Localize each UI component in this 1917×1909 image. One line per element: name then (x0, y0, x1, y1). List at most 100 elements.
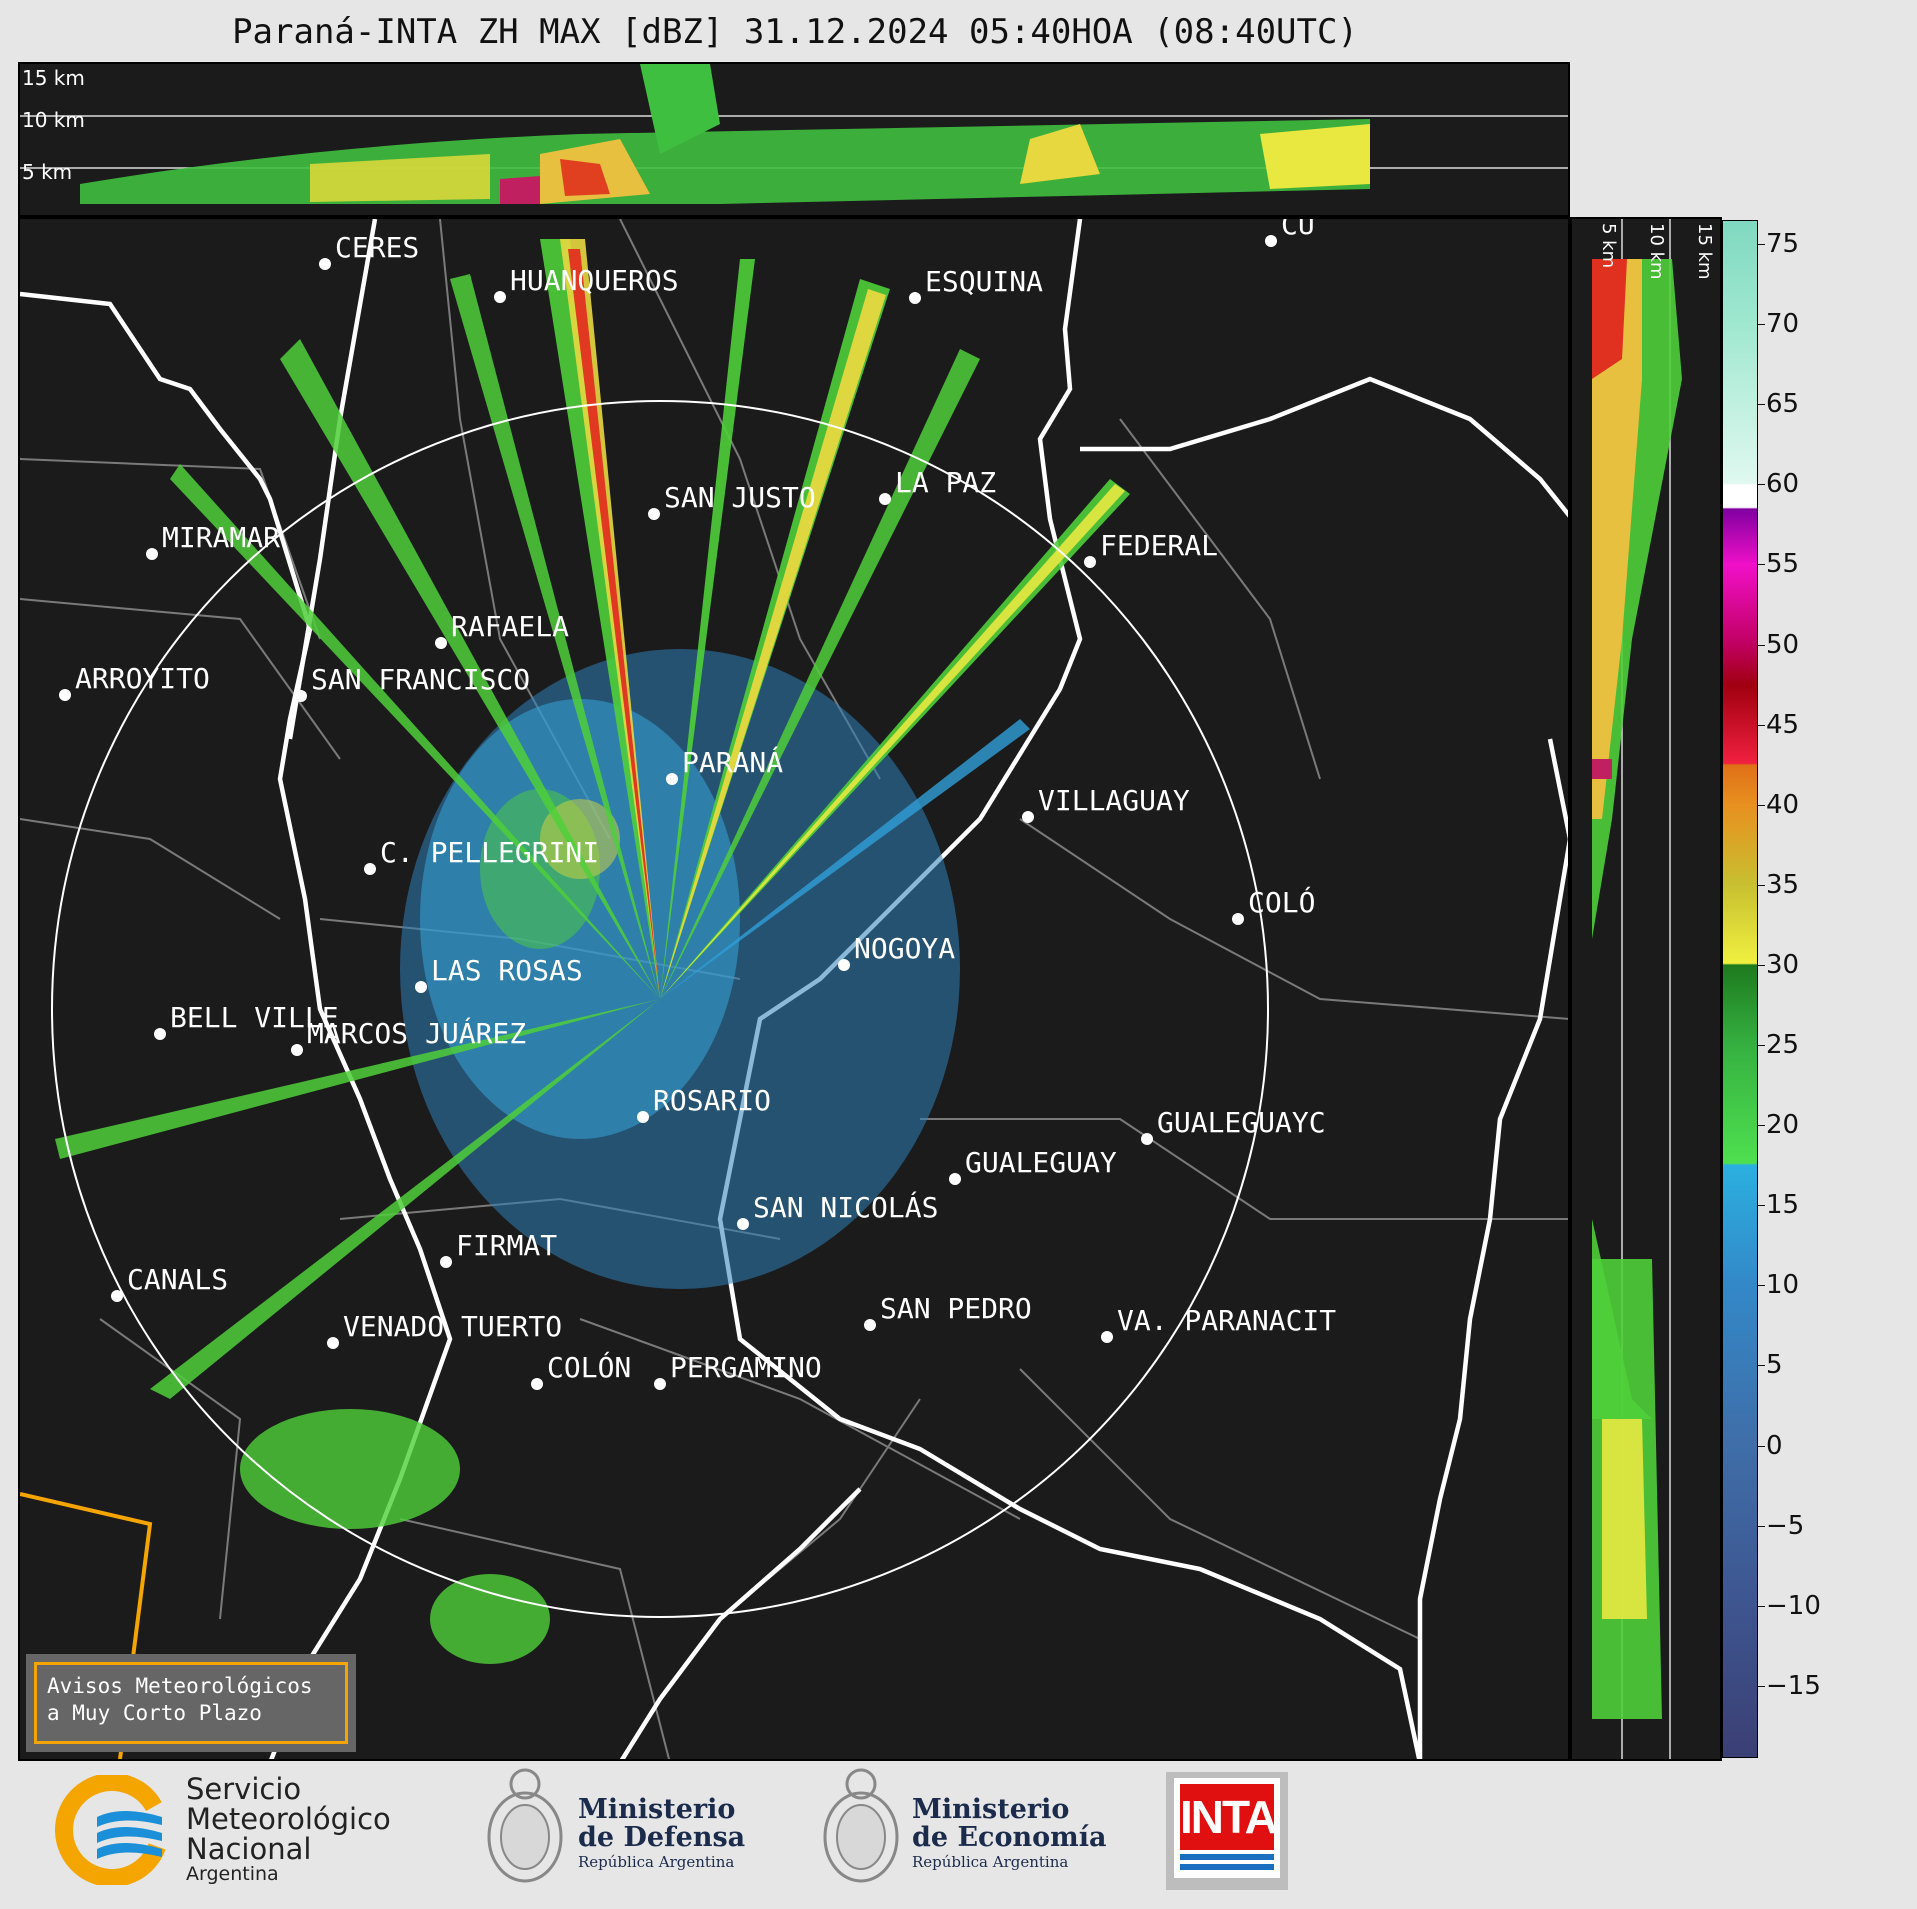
colorbar-tick-label: 0 (1766, 1430, 1783, 1461)
colorbar-tick-label: 10 (1766, 1270, 1800, 1301)
smn-line3: Nacional (186, 1832, 312, 1866)
colorbar-tickmark (1758, 644, 1765, 646)
smn-line1: Servicio (186, 1772, 302, 1806)
city-marker (154, 1028, 166, 1040)
city-label: SAN FRANCISCO (311, 663, 531, 696)
colorbar-tickmark (1758, 564, 1765, 566)
smn-line2: Meteorológico (186, 1802, 391, 1836)
city-label: LA PAZ (895, 466, 997, 499)
city-marker (146, 548, 158, 560)
city-marker (1232, 913, 1244, 925)
colorbar-tickmark (1758, 244, 1765, 246)
alert-box-inner: Avisos Meteorológicos a Muy Corto Plazo (34, 1662, 348, 1744)
colorbar-tick-label: 65 (1766, 389, 1800, 420)
side-alt-label-5km: 5 km (1598, 223, 1619, 269)
colorbar-tick-label: 35 (1766, 869, 1800, 900)
side-cross-section: 5 km 10 km 15 km (1570, 217, 1722, 1761)
colorbar-tickmark (1758, 964, 1765, 966)
colorbar-tickmark (1758, 484, 1765, 486)
economia-line3: República Argentina (912, 1853, 1069, 1871)
colorbar-tickmark (1758, 1445, 1765, 1447)
city-label: CU (1281, 217, 1315, 241)
economia-seal (814, 1762, 908, 1892)
colorbar-tick-label: 55 (1766, 549, 1800, 580)
inta-label: INTA (1180, 1784, 1278, 1850)
city-label: COLÓ (1248, 886, 1316, 919)
colorbar-tick-label: 75 (1766, 229, 1800, 260)
alert-line1: Avisos Meteorológicos (47, 1674, 313, 1698)
city-marker (531, 1378, 543, 1390)
colorbar-tickmark (1758, 804, 1765, 806)
smn-line4: Argentina (186, 1863, 279, 1885)
city-label: PERGAMINO (670, 1351, 822, 1384)
colorbar-tickmark (1758, 1685, 1765, 1687)
city-label: ARROYITO (75, 662, 210, 695)
city-label: COLÓN (547, 1351, 632, 1384)
alt-label-5km: 5 km (22, 160, 73, 184)
colorbar-tick-label: 40 (1766, 789, 1800, 820)
smn-text: Servicio Meteorológico Nacional Argentin… (186, 1774, 391, 1884)
smn-logo-icon (55, 1773, 169, 1887)
city-marker (654, 1378, 666, 1390)
colorbar-tick-label: 5 (1766, 1350, 1783, 1381)
city-label: NOGOYA (854, 932, 956, 965)
city-label: VENADO TUERTO (343, 1310, 563, 1343)
city-marker (1265, 235, 1277, 247)
city-marker (1022, 811, 1034, 823)
colorbar-tick-label: −5 (1766, 1510, 1805, 1541)
city-marker (637, 1111, 649, 1123)
city-marker (494, 291, 506, 303)
colorbar-tickmark (1758, 1125, 1765, 1127)
city-label: SAN JUSTO (664, 481, 816, 514)
city-marker (879, 493, 891, 505)
dbz-colorbar (1722, 220, 1758, 1758)
alt-label-15km: 15 km (22, 66, 85, 90)
defensa-seal-icon (487, 1768, 563, 1883)
defensa-line3: República Argentina (578, 1853, 735, 1871)
city-label: CANALS (127, 1263, 229, 1296)
defensa-text: Ministerio de Defensa República Argentin… (578, 1796, 745, 1872)
city-marker (415, 981, 427, 993)
city-marker (949, 1173, 961, 1185)
colorbar-tickmark (1758, 884, 1765, 886)
city-label: RAFAELA (451, 610, 570, 643)
economia-line1: Ministerio (912, 1794, 1070, 1825)
colorbar-tickmark (1758, 1525, 1765, 1527)
colorbar-tick-label: −10 (1766, 1590, 1821, 1621)
city-marker (1084, 556, 1096, 568)
colorbar-tick-label: 30 (1766, 949, 1800, 980)
colorbar-tick-label: 60 (1766, 469, 1800, 500)
radar-map-svg (20, 219, 1568, 1759)
colorbar-tickmark (1758, 404, 1765, 406)
top-cross-section-plot (20, 64, 1568, 204)
city-label: HUANQUEROS (510, 264, 679, 297)
chart-title: Paraná-INTA ZH MAX [dBZ] 31.12.2024 05:4… (232, 12, 1358, 52)
colorbar-tick-label: 45 (1766, 709, 1800, 740)
city-marker (1141, 1133, 1153, 1145)
city-label: BELL VILLE (170, 1001, 339, 1034)
city-label: PARANÁ (682, 746, 784, 779)
city-marker (864, 1319, 876, 1331)
city-label: CERES (335, 231, 420, 264)
colorbar-tickmark (1758, 1285, 1765, 1287)
colorbar-tick-label: 70 (1766, 309, 1800, 340)
colorbar-tick-label: 20 (1766, 1110, 1800, 1141)
city-label: GUALEGUAY (965, 1146, 1117, 1179)
city-marker (666, 773, 678, 785)
side-alt-label-10km: 10 km (1646, 223, 1667, 280)
range-ring (51, 400, 1269, 1618)
city-label: ESQUINA (925, 265, 1044, 298)
colorbar-tickmark (1758, 724, 1765, 726)
city-marker (838, 959, 850, 971)
smn-logo (52, 1773, 172, 1887)
radar-map[interactable]: CERES HUANQUEROS ESQUINA CU SAN JUSTO LA PAZ M… (18, 217, 1570, 1761)
city-label: C. PELLEGRINI (380, 836, 600, 869)
city-marker (909, 292, 921, 304)
city-label: FEDERAL (1100, 529, 1219, 562)
defensa-seal (478, 1762, 572, 1892)
city-marker (648, 508, 660, 520)
city-marker (1101, 1331, 1113, 1343)
city-marker (319, 258, 331, 270)
alert-box[interactable]: Avisos Meteorológicos a Muy Corto Plazo (26, 1654, 356, 1752)
city-label: MIRAMAR (162, 521, 281, 554)
